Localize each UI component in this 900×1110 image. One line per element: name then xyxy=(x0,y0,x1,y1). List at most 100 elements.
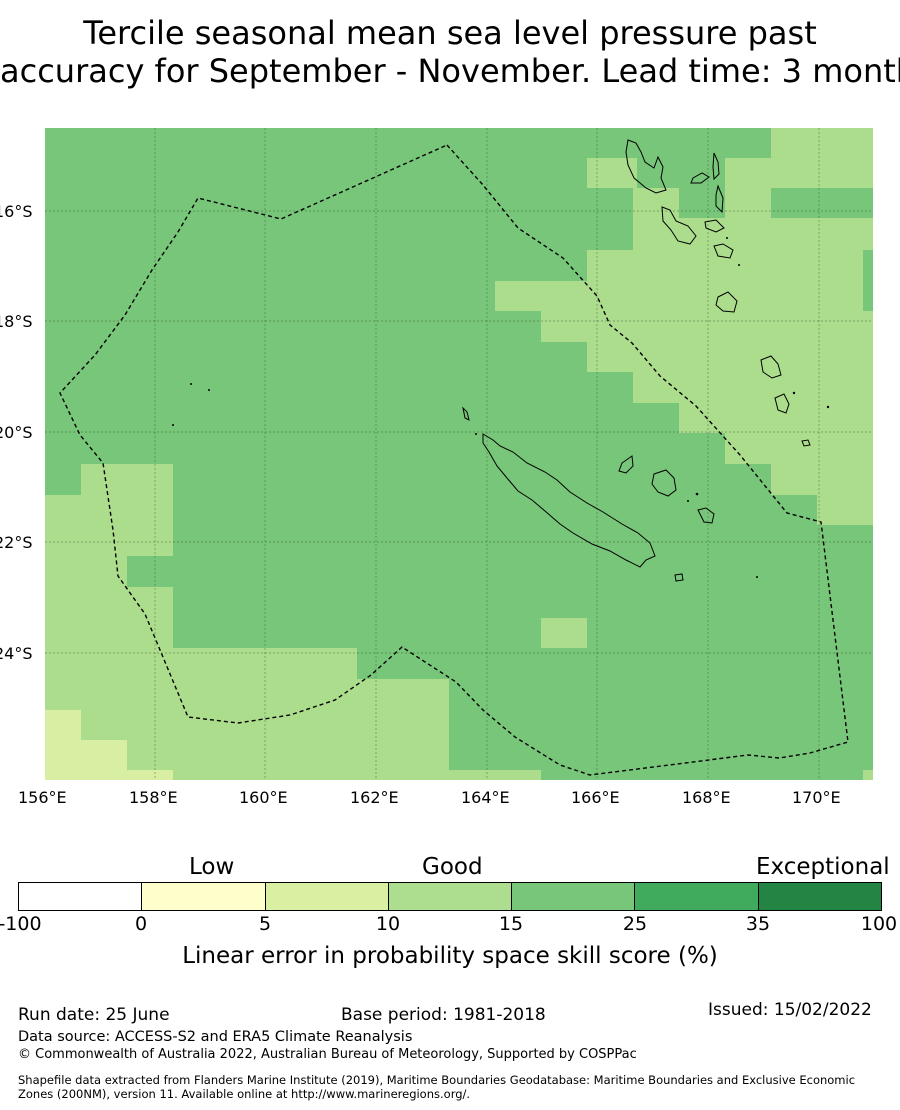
skill-cell xyxy=(495,281,873,311)
lon-label: 160°E xyxy=(239,788,288,807)
colorbar-label: Linear error in probability space skill … xyxy=(182,943,718,969)
lat-label: 22°S xyxy=(0,533,33,552)
skill-cell xyxy=(771,464,873,495)
eez-boundary xyxy=(59,144,849,776)
skill-cell xyxy=(587,342,873,372)
vanuatu-island xyxy=(704,219,725,233)
lat-label: 24°S xyxy=(0,644,33,663)
colorbar-tick: 100 xyxy=(860,913,898,935)
skill-cell xyxy=(45,710,81,780)
new-caledonia-island xyxy=(482,433,656,568)
skill-cell xyxy=(679,403,873,433)
loyalty-island xyxy=(618,455,634,474)
colorbar-category-low: Low xyxy=(189,854,235,880)
islet xyxy=(172,424,174,426)
lon-label: 166°E xyxy=(571,788,620,807)
vanuatu-erromango xyxy=(715,291,738,313)
skill-grid xyxy=(45,128,873,780)
map-title-line2: accuracy for September - November. Lead … xyxy=(0,52,900,90)
skill-cell xyxy=(863,250,873,311)
base-period: Base period: 1981-2018 xyxy=(341,1005,546,1025)
colorbar-swatch xyxy=(758,883,881,910)
small-island xyxy=(674,573,684,582)
skill-cell xyxy=(633,188,679,250)
shapefile-credit-line2: Zones (200NM), version 11. Available onl… xyxy=(18,1087,471,1101)
colorbar-swatch xyxy=(265,883,389,910)
skill-cell xyxy=(725,433,873,464)
islet xyxy=(475,433,477,435)
skill-cell xyxy=(541,618,587,648)
gridlines xyxy=(45,128,873,780)
small-island xyxy=(801,439,811,447)
colorbar-tick: 0 xyxy=(134,913,148,935)
colorbar-category-exceptional: Exceptional xyxy=(756,854,890,880)
data-source: Data source: ACCESS-S2 and ERA5 Climate … xyxy=(18,1029,413,1045)
skill-cell xyxy=(127,770,173,780)
colorbar-tick: 10 xyxy=(375,913,401,935)
run-date: Run date: 25 June xyxy=(18,1005,170,1025)
issued-date: Issued: 15/02/2022 xyxy=(708,1000,872,1020)
colorbar-tick: 5 xyxy=(258,913,272,935)
colorbar-swatch xyxy=(635,883,759,910)
colorbar-swatch xyxy=(142,883,266,910)
islet xyxy=(738,264,740,266)
loyalty-lifou xyxy=(651,469,677,497)
colorbar-category-good: Good xyxy=(422,854,483,880)
colorbar-swatch xyxy=(388,883,513,910)
lat-label: 18°S xyxy=(0,312,33,331)
skill-cell xyxy=(863,770,873,780)
skill-cell xyxy=(449,770,541,780)
lat-label: 16°S xyxy=(0,202,33,221)
islet xyxy=(190,383,192,385)
lon-label: 156°E xyxy=(18,788,67,807)
skill-cell xyxy=(725,188,771,218)
colorbar-tick: 35 xyxy=(745,913,771,935)
map-title-line1: Tercile seasonal mean sea level pressure… xyxy=(83,14,817,52)
vanuatu-malakula xyxy=(661,206,697,245)
skill-cell xyxy=(725,158,771,188)
small-island xyxy=(462,406,470,421)
vanuatu-espiritu-santo xyxy=(625,139,667,194)
vanuatu-island xyxy=(715,184,724,214)
colorbar-tick: -100 xyxy=(0,913,42,935)
islet xyxy=(695,492,699,496)
vanuatu-efate xyxy=(713,243,734,259)
skill-cell xyxy=(81,740,127,780)
vanuatu-island xyxy=(774,393,790,414)
lon-label: 162°E xyxy=(350,788,399,807)
skill-cell xyxy=(81,464,173,556)
colorbar xyxy=(18,882,882,911)
colorbar-swatch xyxy=(19,883,143,910)
islet xyxy=(687,500,689,502)
vanuatu-island xyxy=(712,152,720,181)
loyalty-mare xyxy=(697,507,715,524)
skill-cell xyxy=(817,495,873,525)
skill-map xyxy=(45,128,873,780)
colorbar-tick: 25 xyxy=(622,913,648,935)
skill-cell xyxy=(587,250,863,281)
lon-label: 168°E xyxy=(682,788,731,807)
skill-cell xyxy=(771,128,873,188)
skill-cell xyxy=(587,158,637,188)
vanuatu-island xyxy=(760,355,782,379)
islet xyxy=(208,389,210,391)
skill-cell xyxy=(541,311,873,342)
shapefile-credit-line1: Shapefile data extracted from Flanders M… xyxy=(18,1073,856,1087)
skill-cell xyxy=(679,218,873,250)
skill-cell xyxy=(357,679,449,780)
islet xyxy=(756,576,758,578)
copyright: © Commonwealth of Australia 2022, Austra… xyxy=(18,1047,637,1062)
skill-cell xyxy=(633,372,873,403)
colorbar-tick: 15 xyxy=(498,913,524,935)
lat-label: 20°S xyxy=(0,423,33,442)
lon-label: 158°E xyxy=(129,788,178,807)
lon-label: 170°E xyxy=(792,788,841,807)
coastlines xyxy=(462,139,811,582)
islet xyxy=(826,405,830,409)
vanuatu-island xyxy=(690,172,710,184)
lon-label: 164°E xyxy=(461,788,510,807)
colorbar-swatch xyxy=(512,883,636,910)
skill-cell xyxy=(127,587,173,780)
islet xyxy=(726,237,728,239)
islet xyxy=(792,391,796,395)
